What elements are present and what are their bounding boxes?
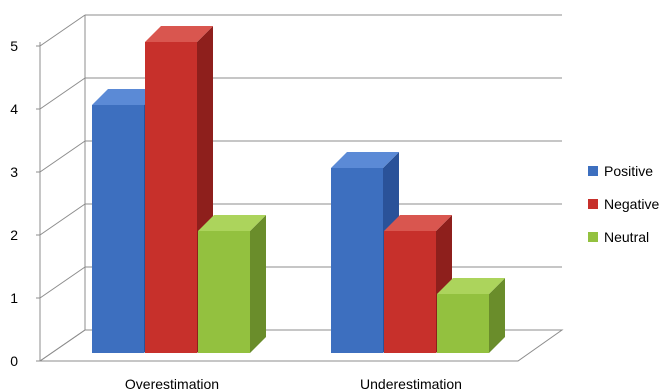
bar-front (198, 231, 250, 353)
bar-front (437, 294, 489, 353)
y-tick-label-0: 0 (10, 353, 18, 369)
side-gridline-4 (39, 77, 86, 110)
side-gridline-3 (39, 140, 86, 173)
legend-swatch-neutral (588, 232, 598, 242)
bar-front (384, 231, 436, 353)
bar-top (198, 215, 266, 231)
legend-item-positive: Positive (588, 160, 659, 182)
y-tick-label-1: 1 (10, 290, 18, 306)
legend-label-neutral: Neutral (604, 229, 650, 245)
bar-side (250, 215, 266, 353)
bar-front (92, 105, 144, 353)
bars (92, 26, 505, 353)
legend-label-positive: Positive (604, 163, 654, 179)
side-gridline-5 (39, 14, 86, 47)
legend-swatch-positive (588, 166, 598, 176)
y-tick-label-4: 4 (10, 101, 18, 117)
legend-item-negative: Negative (588, 193, 659, 215)
legend-item-neutral: Neutral (588, 226, 659, 248)
bar-top (331, 152, 399, 168)
y-tick-label-5: 5 (10, 38, 18, 54)
x-tick-label-underestimation: Underestimation (360, 376, 462, 392)
bar-neutral-overestimation (198, 215, 266, 353)
bar-top (145, 26, 213, 42)
bar-neutral-underestimation (437, 278, 505, 353)
x-tick-label-overestimation: Overestimation (125, 376, 219, 392)
bar-top (437, 278, 505, 294)
tick-labels: 0 1 2 3 4 5 Overestimation Underestimation (10, 38, 462, 392)
bar-top (92, 89, 160, 105)
bar-side (489, 278, 505, 353)
side-gridline-2 (39, 203, 86, 236)
bar-negative-underestimation (384, 215, 452, 353)
bar-front (331, 168, 383, 353)
axes (36, 42, 518, 362)
legend: Positive Negative Neutral (588, 160, 659, 259)
legend-label-negative: Negative (604, 196, 660, 212)
side-gridline-1 (39, 266, 86, 299)
bar-front (145, 42, 197, 353)
legend-swatch-negative (588, 199, 598, 209)
y-tick-label-3: 3 (10, 164, 18, 180)
y-tick-label-2: 2 (10, 227, 18, 243)
bar-top (384, 215, 452, 231)
